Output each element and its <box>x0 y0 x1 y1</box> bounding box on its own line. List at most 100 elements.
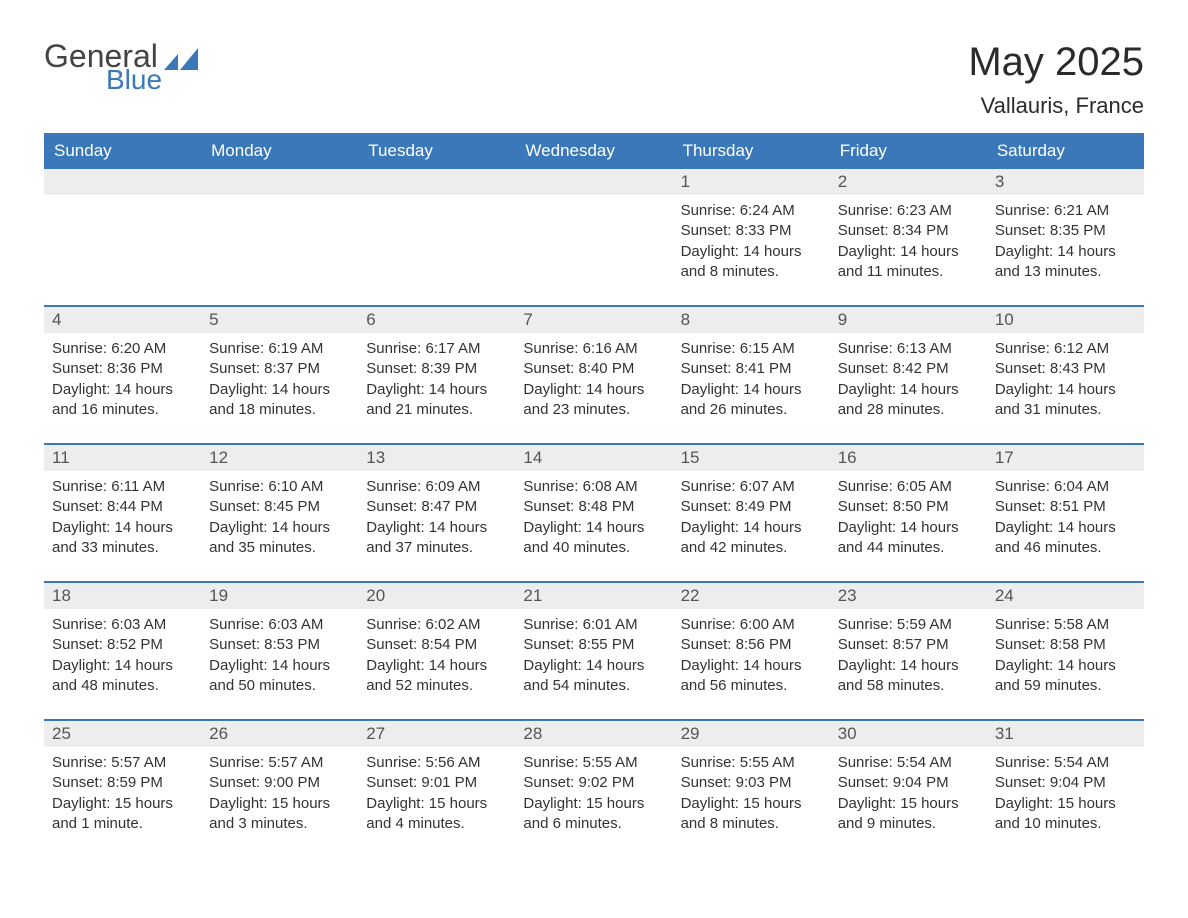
day-number: 31 <box>987 721 1144 747</box>
day-body: Sunrise: 6:02 AMSunset: 8:54 PMDaylight:… <box>358 609 515 701</box>
week-row: 4Sunrise: 6:20 AMSunset: 8:36 PMDaylight… <box>44 305 1144 425</box>
daylight-text: Daylight: 14 hours and 21 minutes. <box>366 380 507 421</box>
day-cell: 31Sunrise: 5:54 AMSunset: 9:04 PMDayligh… <box>987 721 1144 839</box>
sunset-text: Sunset: 8:34 PM <box>838 221 979 241</box>
daylight-text: Daylight: 14 hours and 42 minutes. <box>681 518 822 559</box>
day-body <box>44 195 201 287</box>
daylight-text: Daylight: 14 hours and 58 minutes. <box>838 656 979 697</box>
day-number <box>44 169 201 195</box>
sunset-text: Sunset: 8:44 PM <box>52 497 193 517</box>
day-number: 6 <box>358 307 515 333</box>
day-number: 2 <box>830 169 987 195</box>
daylight-text: Daylight: 15 hours and 6 minutes. <box>523 794 664 835</box>
day-cell: 9Sunrise: 6:13 AMSunset: 8:42 PMDaylight… <box>830 307 987 425</box>
day-body: Sunrise: 6:15 AMSunset: 8:41 PMDaylight:… <box>673 333 830 425</box>
day-body <box>515 195 672 287</box>
sunrise-text: Sunrise: 6:21 AM <box>995 201 1136 221</box>
sunset-text: Sunset: 8:47 PM <box>366 497 507 517</box>
sunrise-text: Sunrise: 6:01 AM <box>523 615 664 635</box>
sunrise-text: Sunrise: 5:58 AM <box>995 615 1136 635</box>
week-row: 1Sunrise: 6:24 AMSunset: 8:33 PMDaylight… <box>44 169 1144 287</box>
day-cell: 6Sunrise: 6:17 AMSunset: 8:39 PMDaylight… <box>358 307 515 425</box>
sunrise-text: Sunrise: 6:05 AM <box>838 477 979 497</box>
sunset-text: Sunset: 8:51 PM <box>995 497 1136 517</box>
day-body: Sunrise: 6:07 AMSunset: 8:49 PMDaylight:… <box>673 471 830 563</box>
sunrise-text: Sunrise: 6:16 AM <box>523 339 664 359</box>
sunrise-text: Sunrise: 6:00 AM <box>681 615 822 635</box>
day-cell: 12Sunrise: 6:10 AMSunset: 8:45 PMDayligh… <box>201 445 358 563</box>
day-number: 12 <box>201 445 358 471</box>
sunset-text: Sunset: 8:42 PM <box>838 359 979 379</box>
day-cell: 24Sunrise: 5:58 AMSunset: 8:58 PMDayligh… <box>987 583 1144 701</box>
sunset-text: Sunset: 8:45 PM <box>209 497 350 517</box>
day-body <box>358 195 515 287</box>
weekday-tuesday: Tuesday <box>358 133 515 169</box>
daylight-text: Daylight: 15 hours and 8 minutes. <box>681 794 822 835</box>
week-row: 18Sunrise: 6:03 AMSunset: 8:52 PMDayligh… <box>44 581 1144 701</box>
day-number: 13 <box>358 445 515 471</box>
day-body: Sunrise: 5:56 AMSunset: 9:01 PMDaylight:… <box>358 747 515 839</box>
sunset-text: Sunset: 9:03 PM <box>681 773 822 793</box>
day-number: 25 <box>44 721 201 747</box>
day-body: Sunrise: 6:12 AMSunset: 8:43 PMDaylight:… <box>987 333 1144 425</box>
sunset-text: Sunset: 8:57 PM <box>838 635 979 655</box>
day-cell: 25Sunrise: 5:57 AMSunset: 8:59 PMDayligh… <box>44 721 201 839</box>
sunrise-text: Sunrise: 6:08 AM <box>523 477 664 497</box>
day-body: Sunrise: 6:21 AMSunset: 8:35 PMDaylight:… <box>987 195 1144 287</box>
day-body: Sunrise: 5:54 AMSunset: 9:04 PMDaylight:… <box>830 747 987 839</box>
day-number: 23 <box>830 583 987 609</box>
day-cell: 21Sunrise: 6:01 AMSunset: 8:55 PMDayligh… <box>515 583 672 701</box>
sunset-text: Sunset: 8:54 PM <box>366 635 507 655</box>
daylight-text: Daylight: 14 hours and 16 minutes. <box>52 380 193 421</box>
sunrise-text: Sunrise: 6:23 AM <box>838 201 979 221</box>
day-body: Sunrise: 6:11 AMSunset: 8:44 PMDaylight:… <box>44 471 201 563</box>
day-body: Sunrise: 6:16 AMSunset: 8:40 PMDaylight:… <box>515 333 672 425</box>
day-cell <box>201 169 358 287</box>
daylight-text: Daylight: 14 hours and 13 minutes. <box>995 242 1136 283</box>
sunset-text: Sunset: 8:53 PM <box>209 635 350 655</box>
weekday-thursday: Thursday <box>673 133 830 169</box>
day-body: Sunrise: 5:55 AMSunset: 9:03 PMDaylight:… <box>673 747 830 839</box>
day-cell: 5Sunrise: 6:19 AMSunset: 8:37 PMDaylight… <box>201 307 358 425</box>
day-body: Sunrise: 5:59 AMSunset: 8:57 PMDaylight:… <box>830 609 987 701</box>
sunrise-text: Sunrise: 6:03 AM <box>209 615 350 635</box>
daylight-text: Daylight: 14 hours and 52 minutes. <box>366 656 507 697</box>
sunrise-text: Sunrise: 6:24 AM <box>681 201 822 221</box>
sunset-text: Sunset: 8:55 PM <box>523 635 664 655</box>
day-number <box>358 169 515 195</box>
sunset-text: Sunset: 8:35 PM <box>995 221 1136 241</box>
day-cell: 28Sunrise: 5:55 AMSunset: 9:02 PMDayligh… <box>515 721 672 839</box>
daylight-text: Daylight: 15 hours and 4 minutes. <box>366 794 507 835</box>
daylight-text: Daylight: 14 hours and 28 minutes. <box>838 380 979 421</box>
day-number: 3 <box>987 169 1144 195</box>
sunrise-text: Sunrise: 6:19 AM <box>209 339 350 359</box>
day-body: Sunrise: 6:23 AMSunset: 8:34 PMDaylight:… <box>830 195 987 287</box>
day-number: 14 <box>515 445 672 471</box>
weekday-monday: Monday <box>201 133 358 169</box>
calendar: Sunday Monday Tuesday Wednesday Thursday… <box>44 133 1144 839</box>
daylight-text: Daylight: 15 hours and 10 minutes. <box>995 794 1136 835</box>
sunrise-text: Sunrise: 6:20 AM <box>52 339 193 359</box>
day-body: Sunrise: 5:55 AMSunset: 9:02 PMDaylight:… <box>515 747 672 839</box>
day-cell: 2Sunrise: 6:23 AMSunset: 8:34 PMDaylight… <box>830 169 987 287</box>
daylight-text: Daylight: 14 hours and 26 minutes. <box>681 380 822 421</box>
daylight-text: Daylight: 14 hours and 44 minutes. <box>838 518 979 559</box>
sunrise-text: Sunrise: 5:55 AM <box>523 753 664 773</box>
sunrise-text: Sunrise: 6:10 AM <box>209 477 350 497</box>
day-cell: 17Sunrise: 6:04 AMSunset: 8:51 PMDayligh… <box>987 445 1144 563</box>
day-cell: 7Sunrise: 6:16 AMSunset: 8:40 PMDaylight… <box>515 307 672 425</box>
day-cell: 18Sunrise: 6:03 AMSunset: 8:52 PMDayligh… <box>44 583 201 701</box>
day-number: 16 <box>830 445 987 471</box>
day-cell: 26Sunrise: 5:57 AMSunset: 9:00 PMDayligh… <box>201 721 358 839</box>
logo-blue: Blue <box>106 66 162 94</box>
sunset-text: Sunset: 8:40 PM <box>523 359 664 379</box>
daylight-text: Daylight: 14 hours and 46 minutes. <box>995 518 1136 559</box>
daylight-text: Daylight: 14 hours and 59 minutes. <box>995 656 1136 697</box>
day-cell: 29Sunrise: 5:55 AMSunset: 9:03 PMDayligh… <box>673 721 830 839</box>
sunset-text: Sunset: 8:41 PM <box>681 359 822 379</box>
day-number: 7 <box>515 307 672 333</box>
day-cell <box>515 169 672 287</box>
day-cell: 4Sunrise: 6:20 AMSunset: 8:36 PMDaylight… <box>44 307 201 425</box>
sunrise-text: Sunrise: 5:57 AM <box>209 753 350 773</box>
day-number: 11 <box>44 445 201 471</box>
